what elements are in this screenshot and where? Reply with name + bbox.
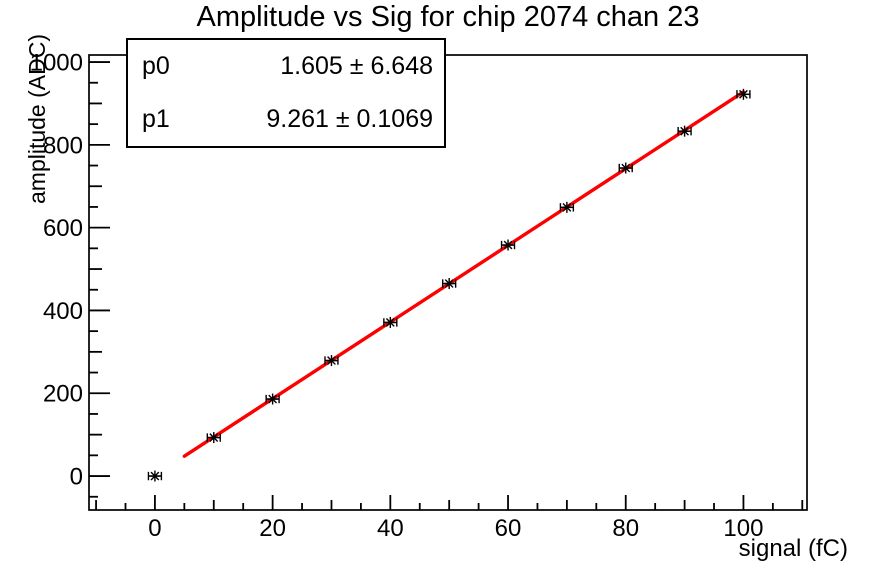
x-tick-label: 40 — [377, 515, 404, 542]
plot-frame — [88, 54, 808, 511]
x-axis-ticks — [95, 495, 804, 510]
fit-line — [182, 90, 746, 458]
y-axis-title: amplitude (ADC) — [24, 34, 50, 204]
y-tick-label: 800 — [43, 132, 83, 159]
y-tick-label: 200 — [43, 381, 83, 408]
x-tick-label: 20 — [259, 515, 286, 542]
x-tick-label: 60 — [495, 515, 522, 542]
stats-param-name: p1 — [142, 105, 170, 133]
y-axis-ticks — [89, 61, 110, 498]
data-point — [618, 162, 633, 174]
x-tick-label: 80 — [612, 515, 639, 542]
x-axis-title: signal (fC) — [738, 535, 848, 562]
stats-param-value: 9.261 ± 0.1069 — [266, 105, 433, 133]
y-tick-label: 600 — [43, 215, 83, 242]
x-tick-labels: 0 20 40 60 80 100 — [148, 515, 763, 542]
data-point — [206, 432, 221, 444]
stats-row-p1: p1 9.261 ± 0.1069 — [128, 105, 444, 134]
data-point — [383, 316, 398, 328]
stats-param-value: 1.605 ± 6.648 — [280, 52, 433, 80]
plot-title: Amplitude vs Sig for chip 2074 chan 23 — [196, 1, 700, 33]
y-tick-label: 1000 — [30, 50, 83, 77]
data-point — [265, 393, 280, 405]
fit-stats-box: p0 1.605 ± 6.648 p1 9.261 ± 0.1069 — [126, 38, 446, 148]
data-point — [736, 88, 751, 100]
y-tick-labels: 0 200 400 600 800 1000 — [30, 50, 83, 491]
data-point — [324, 355, 339, 367]
data-point — [677, 125, 692, 137]
data-point — [442, 278, 457, 290]
data-points — [147, 88, 751, 482]
data-point — [559, 201, 575, 213]
data-point — [500, 239, 516, 251]
y-tick-label: 0 — [70, 464, 83, 491]
x-tick-label: 0 — [148, 515, 161, 542]
data-point — [147, 470, 163, 482]
stats-param-name: p0 — [142, 52, 170, 80]
stats-row-p0: p0 1.605 ± 6.648 — [128, 52, 444, 81]
y-tick-label: 400 — [43, 298, 83, 325]
x-tick-label: 100 — [723, 515, 763, 542]
